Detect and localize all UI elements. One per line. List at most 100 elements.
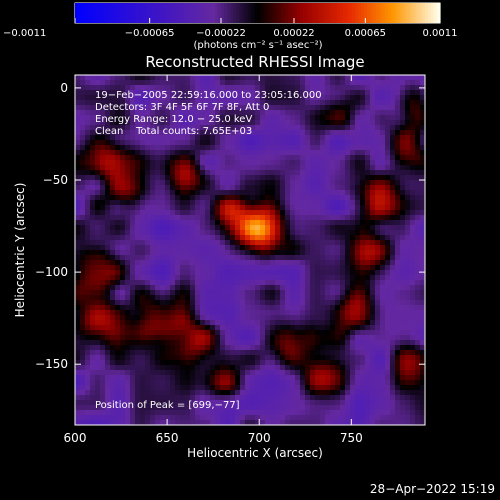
heatmap-cell — [260, 255, 266, 261]
heatmap-cell — [100, 395, 106, 401]
heatmap-cell — [170, 355, 176, 361]
heatmap-cell — [410, 230, 416, 236]
heatmap-cell — [285, 170, 291, 176]
heatmap-cell — [185, 375, 191, 381]
heatmap-cell — [410, 175, 416, 181]
heatmap-cell — [405, 255, 411, 261]
heatmap-cell — [365, 130, 371, 136]
heatmap-cell — [395, 80, 401, 86]
heatmap-cell — [185, 275, 191, 281]
heatmap-cell — [245, 235, 251, 241]
heatmap-cell — [135, 130, 141, 136]
heatmap-cell — [310, 385, 316, 391]
heatmap-cell — [300, 80, 306, 86]
heatmap-cell — [85, 360, 91, 366]
heatmap-cell — [250, 385, 256, 391]
heatmap-cell — [190, 330, 196, 336]
heatmap-cell — [85, 375, 91, 381]
heatmap-cell — [225, 270, 231, 276]
heatmap-cell — [175, 225, 181, 231]
heatmap-cell — [110, 400, 116, 406]
heatmap-cell — [260, 330, 266, 336]
heatmap-cell — [270, 270, 276, 276]
heatmap-cell — [180, 265, 186, 271]
heatmap-cell — [225, 140, 231, 146]
heatmap-cell — [150, 75, 156, 81]
heatmap-cell — [220, 215, 226, 221]
heatmap-cell — [245, 185, 251, 191]
heatmap-cell — [185, 225, 191, 231]
heatmap-cell — [190, 90, 196, 96]
heatmap-cell — [365, 290, 371, 296]
heatmap-cell — [295, 140, 301, 146]
heatmap-cell — [110, 230, 116, 236]
heatmap-cell — [375, 315, 381, 321]
heatmap-cell — [125, 80, 131, 86]
heatmap-cell — [230, 200, 236, 206]
heatmap-cell — [135, 335, 141, 341]
heatmap-cell — [405, 300, 411, 306]
heatmap-cell — [140, 355, 146, 361]
heatmap-cell — [375, 350, 381, 356]
heatmap-cell — [110, 90, 116, 96]
heatmap-cell — [245, 145, 251, 151]
heatmap-cell — [390, 285, 396, 291]
heatmap-cell — [185, 290, 191, 296]
heatmap-cell — [155, 240, 161, 246]
heatmap-cell — [140, 105, 146, 111]
heatmap-cell — [145, 305, 151, 311]
heatmap-cell — [365, 190, 371, 196]
heatmap-cell — [305, 400, 311, 406]
heatmap-cell — [125, 310, 131, 316]
heatmap-cell — [365, 90, 371, 96]
heatmap-cell — [325, 85, 331, 91]
heatmap-cell — [325, 95, 331, 101]
heatmap-cell — [420, 385, 426, 391]
heatmap-cell — [410, 190, 416, 196]
heatmap-cell — [330, 240, 336, 246]
heatmap-cell — [385, 220, 391, 226]
heatmap-cell — [410, 145, 416, 151]
heatmap-cell — [125, 350, 131, 356]
heatmap-cell — [380, 320, 386, 326]
heatmap-cell — [195, 395, 201, 401]
heatmap-cell — [395, 375, 401, 381]
heatmap-cell — [290, 190, 296, 196]
colorbar-cell — [385, 3, 389, 23]
heatmap-cell — [200, 80, 206, 86]
heatmap-cell — [400, 140, 406, 146]
heatmap-cell — [120, 100, 126, 106]
heatmap-cell — [275, 265, 281, 271]
heatmap-cell — [285, 220, 291, 226]
heatmap-cell — [180, 405, 186, 411]
heatmap-cell — [360, 225, 366, 231]
heatmap-cell — [125, 265, 131, 271]
heatmap-cell — [385, 405, 391, 411]
heatmap-cell — [350, 400, 356, 406]
heatmap-cell — [85, 165, 91, 171]
heatmap-cell — [295, 100, 301, 106]
heatmap-cell — [155, 420, 161, 426]
heatmap-cell — [250, 140, 256, 146]
heatmap-cell — [235, 335, 241, 341]
heatmap-cell — [205, 265, 211, 271]
heatmap-cell — [240, 375, 246, 381]
heatmap-cell — [220, 85, 226, 91]
heatmap-cell — [300, 120, 306, 126]
heatmap-cell — [345, 335, 351, 341]
heatmap-cell — [140, 265, 146, 271]
heatmap-cell — [185, 170, 191, 176]
heatmap-cell — [355, 285, 361, 291]
heatmap-cell — [130, 170, 136, 176]
heatmap-cell — [160, 100, 166, 106]
heatmap-cell — [200, 340, 206, 346]
heatmap-cell — [355, 345, 361, 351]
heatmap-cell — [215, 140, 221, 146]
heatmap-cell — [365, 345, 371, 351]
heatmap-cell — [155, 245, 161, 251]
heatmap-cell — [395, 155, 401, 161]
heatmap-cell — [75, 250, 81, 256]
heatmap-cell — [155, 295, 161, 301]
heatmap-cell — [390, 155, 396, 161]
heatmap-cell — [405, 265, 411, 271]
